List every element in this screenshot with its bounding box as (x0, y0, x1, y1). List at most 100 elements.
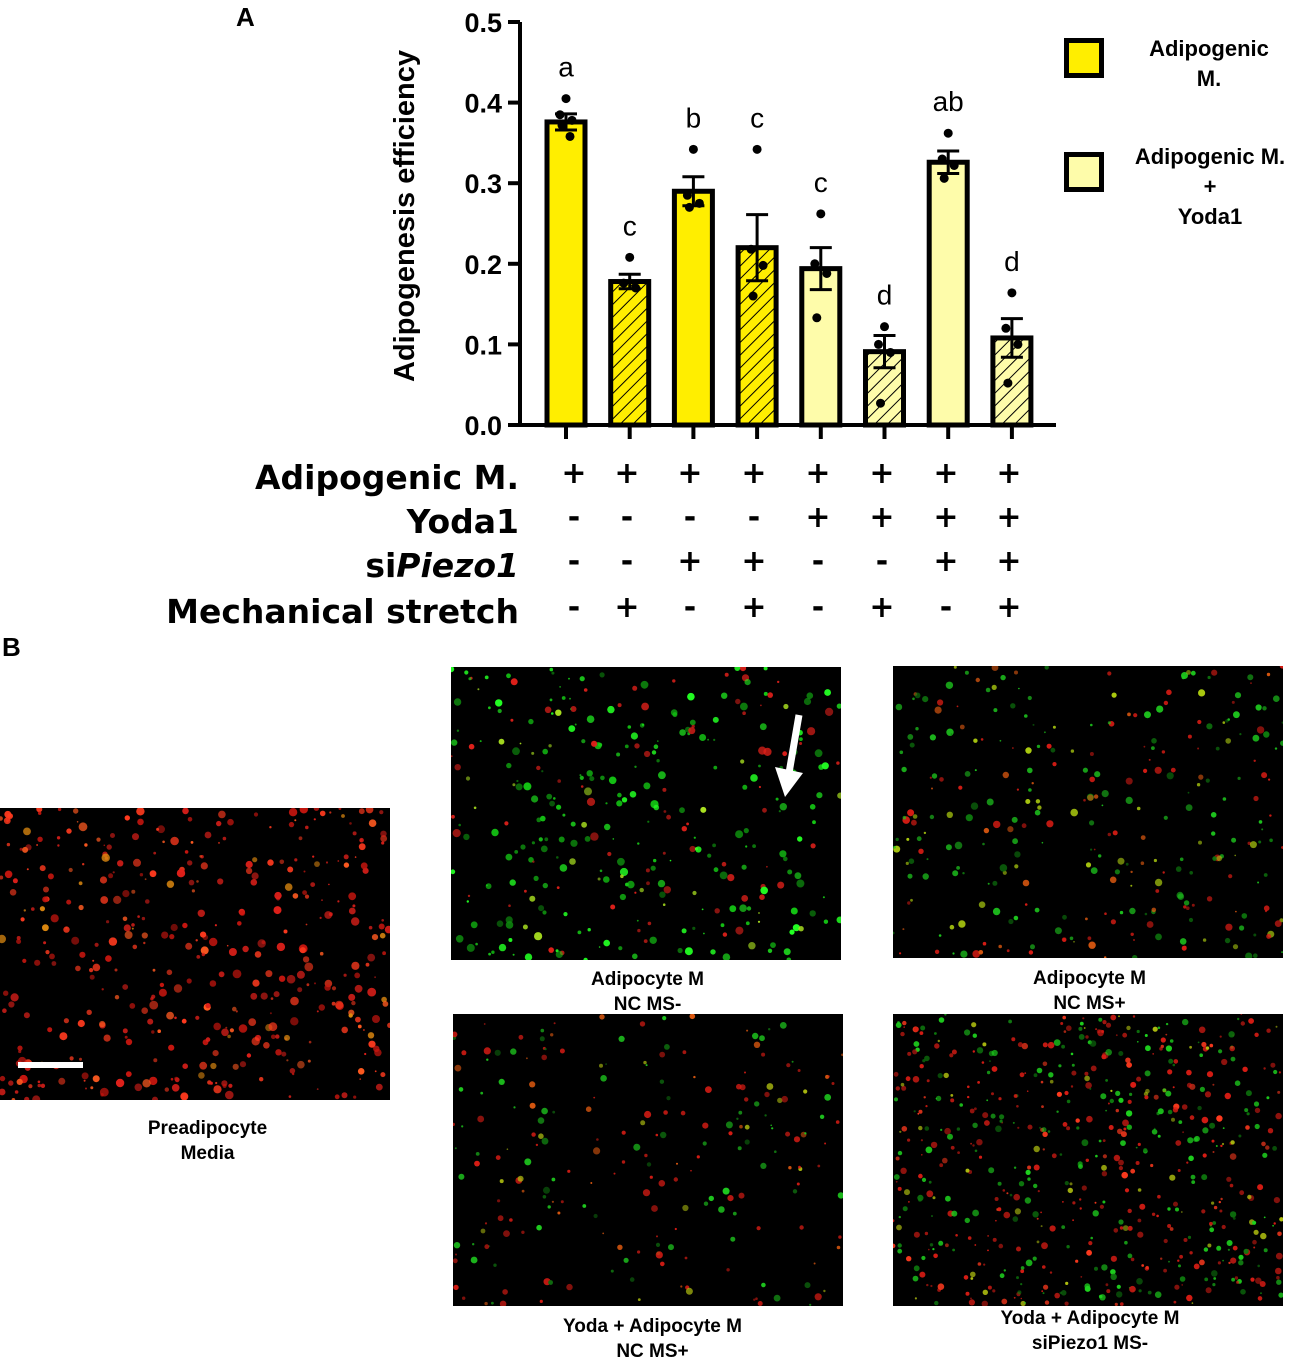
cell-speck (930, 1141, 938, 1149)
cell-speck (620, 874, 624, 879)
cell-speck (541, 1107, 548, 1115)
cell-speck (103, 844, 106, 847)
cell-speck (900, 1031, 905, 1037)
cell-speck (252, 857, 258, 863)
cell-speck (100, 1093, 104, 1097)
condition-sign: + (741, 590, 767, 625)
cell-speck (114, 995, 120, 1000)
cell-speck (970, 802, 979, 810)
cell-speck (639, 887, 644, 893)
cell-speck (1036, 1240, 1040, 1244)
cell-speck (1089, 1087, 1092, 1090)
cell-speck (168, 1044, 175, 1051)
cell-speck (761, 1282, 766, 1288)
cell-speck (798, 926, 804, 932)
data-point (1013, 339, 1023, 349)
cell-speck (316, 1088, 319, 1090)
cell-speck (587, 928, 591, 932)
cell-speck (974, 1244, 977, 1246)
cell-speck (812, 820, 816, 825)
cell-speck (1258, 840, 1262, 844)
cell-speck (945, 1195, 951, 1202)
cell-speck (1180, 1211, 1183, 1213)
cell-speck (286, 974, 296, 984)
cell-speck (552, 1110, 556, 1114)
cell-speck (200, 862, 208, 870)
cell-speck (319, 916, 322, 919)
cell-speck (455, 935, 464, 943)
cell-speck (523, 782, 532, 791)
cell-speck (1108, 1125, 1114, 1130)
cell-speck (260, 992, 268, 1000)
cell-speck (89, 968, 94, 973)
cell-speck (1017, 1042, 1023, 1048)
cell-speck (782, 751, 788, 757)
cell-speck (819, 1114, 825, 1119)
cell-speck (982, 941, 987, 946)
cell-speck (915, 727, 919, 731)
cell-speck (1240, 1014, 1243, 1015)
cell-speck (1118, 1166, 1123, 1171)
cell-speck (950, 1098, 955, 1103)
condition-sign: - (683, 590, 697, 625)
cell-speck (1062, 1122, 1068, 1127)
cell-speck (1154, 766, 1162, 774)
cell-speck (954, 841, 963, 850)
cell-speck (303, 870, 306, 873)
cell-speck (822, 896, 825, 899)
cell-speck (1011, 1037, 1016, 1042)
cell-speck (972, 1209, 979, 1217)
cell-speck (982, 1042, 987, 1047)
cell-speck (618, 1035, 625, 1042)
cell-speck (19, 847, 23, 851)
cell-speck (759, 894, 765, 900)
cell-speck (1125, 796, 1133, 804)
cell-speck (495, 699, 503, 707)
cell-speck (338, 808, 342, 810)
cell-speck (364, 1052, 367, 1056)
cell-speck (1086, 1115, 1093, 1123)
cell-speck (634, 891, 637, 894)
cell-speck (929, 1243, 934, 1247)
cell-speck (684, 1256, 688, 1260)
cell-speck (658, 1180, 666, 1187)
cell-speck (570, 708, 572, 710)
cell-speck (758, 764, 761, 768)
cell-speck (760, 704, 762, 707)
cell-speck (1238, 1134, 1242, 1138)
cell-speck (777, 881, 785, 889)
cell-speck (896, 1224, 902, 1231)
cell-speck (922, 696, 929, 703)
cell-speck (640, 680, 649, 689)
cell-speck (79, 1057, 82, 1061)
cell-speck (1107, 832, 1111, 837)
cell-speck (1201, 1209, 1206, 1214)
cell-speck (920, 1139, 923, 1142)
cell-speck (1088, 1241, 1093, 1246)
cell-speck (103, 1034, 111, 1042)
cell-speck (900, 1082, 905, 1087)
cell-speck (913, 1265, 920, 1272)
cell-speck (512, 783, 516, 787)
cell-speck (991, 1049, 998, 1057)
cell-speck (926, 1283, 929, 1287)
cell-speck (536, 765, 541, 771)
cell-speck (909, 742, 915, 748)
cell-speck (141, 932, 148, 939)
y-tick-label: 0.0 (464, 411, 502, 441)
cell-speck (351, 1000, 356, 1006)
cell-speck (1245, 952, 1253, 958)
cell-speck (744, 1097, 749, 1102)
cell-speck (1245, 1125, 1250, 1130)
cell-speck (222, 836, 227, 841)
cell-speck (739, 904, 747, 912)
cell-speck (548, 947, 554, 953)
cell-speck (613, 1172, 616, 1175)
cell-speck (919, 1271, 926, 1278)
cell-speck (1245, 1090, 1252, 1097)
cell-speck (596, 1138, 599, 1141)
cell-speck (522, 924, 528, 930)
cell-speck (619, 867, 629, 877)
cell-speck (998, 1243, 1004, 1249)
cell-speck (22, 846, 29, 853)
